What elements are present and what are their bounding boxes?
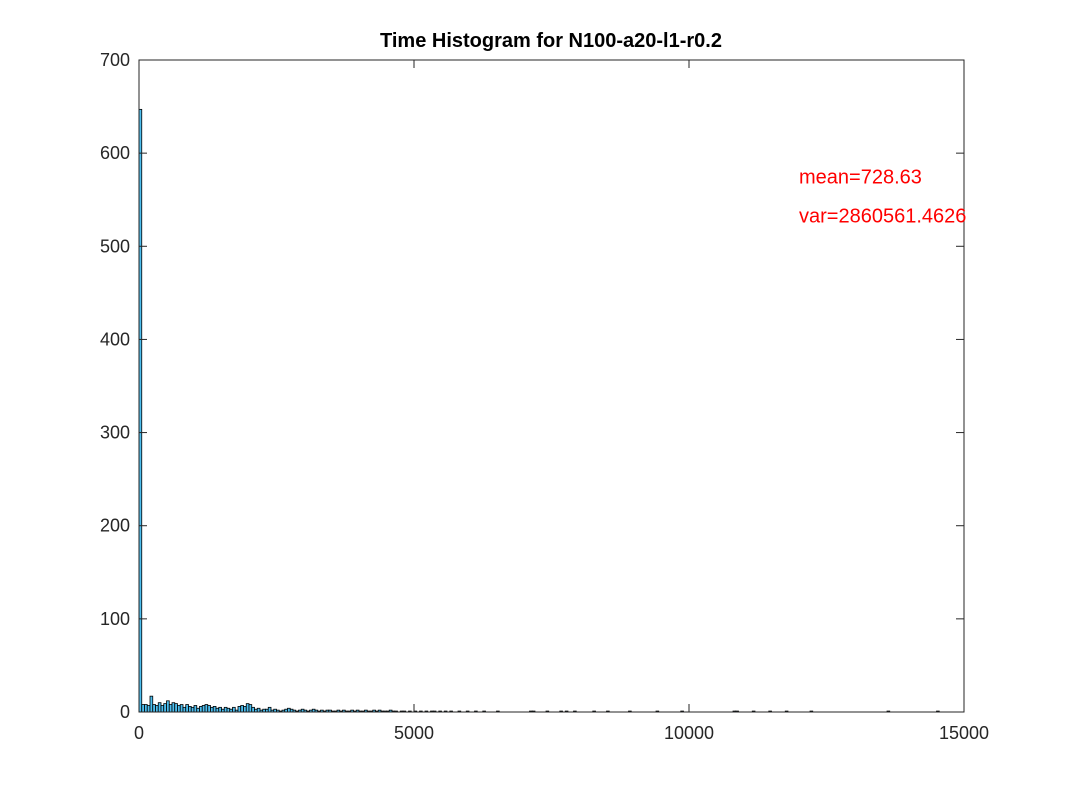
histogram-bar: [179, 704, 184, 713]
histogram-bar: [218, 706, 222, 713]
histogram-bar: [146, 705, 151, 713]
histogram-bar: [240, 705, 244, 713]
histogram-bar: [168, 704, 173, 713]
y-tick-label: 100: [100, 609, 130, 629]
histogram-bar: [237, 706, 242, 713]
histogram-bar: [160, 705, 165, 713]
ticks-layer: [138, 59, 965, 713]
histogram-bar: [155, 705, 159, 713]
histogram-bar: [163, 703, 167, 713]
histogram-bar: [193, 705, 198, 713]
histogram-bar: [182, 706, 187, 713]
chart-title: Time Histogram for N100-a20-l1-r0.2: [380, 30, 722, 52]
histogram-bar: [141, 704, 145, 713]
y-tick-label: 300: [100, 423, 130, 443]
y-tick-label: 0: [120, 702, 130, 722]
histogram-bar: [166, 700, 170, 713]
histogram-bar: [287, 707, 291, 713]
plot-area: [139, 60, 964, 712]
histogram-bar: [243, 706, 247, 713]
y-tick-label: 400: [100, 329, 130, 349]
histogram-bar: [215, 707, 220, 713]
histogram-bar: [149, 695, 154, 713]
histogram-bar: [199, 706, 203, 713]
histogram-bar: [177, 705, 181, 713]
histogram-bar: [188, 706, 192, 713]
x-tick-label: 0: [134, 723, 144, 743]
histogram-bar: [190, 706, 195, 713]
histogram-bar: [201, 705, 206, 713]
histogram-bar: [204, 704, 209, 713]
annotation-layer: mean=728.63 var=2860561.4626: [799, 166, 966, 227]
histogram-bar: [174, 703, 178, 713]
histogram-bar: [185, 704, 189, 713]
x-tick-label: 10000: [664, 723, 714, 743]
histogram-bar: [245, 703, 250, 713]
histogram-bar: [256, 707, 261, 713]
histogram-bar: [248, 704, 253, 713]
histogram-bar: [212, 706, 217, 713]
y-tick-label: 500: [100, 236, 130, 256]
y-tick-label: 600: [100, 143, 130, 163]
axes-box: [138, 59, 965, 713]
histogram-bar: [152, 704, 156, 713]
histogram-bar: [210, 706, 214, 713]
histogram-bar: [251, 706, 255, 713]
tick-labels-layer: 0 5000 10000 15000 0 100 200 300 400 500 600 700: [100, 50, 989, 743]
histogram-bar: [157, 702, 162, 713]
histogram-bar: [196, 707, 200, 713]
stat-annotation: var=2860561.4626: [799, 206, 966, 228]
y-tick-label: 700: [100, 50, 130, 70]
x-tick-label: 5000: [394, 723, 434, 743]
histogram-bar: [144, 704, 148, 713]
histogram-bar: [207, 705, 211, 713]
stat-annotation: mean=728.63: [799, 166, 922, 188]
histogram-bar: [232, 706, 236, 713]
x-tick-label: 15000: [939, 723, 989, 743]
histogram-bar: [267, 706, 272, 713]
histogram-bar: [171, 702, 176, 713]
y-tick-label: 200: [100, 516, 130, 536]
histogram-bar: [226, 707, 231, 713]
histogram-bar: [223, 706, 228, 713]
